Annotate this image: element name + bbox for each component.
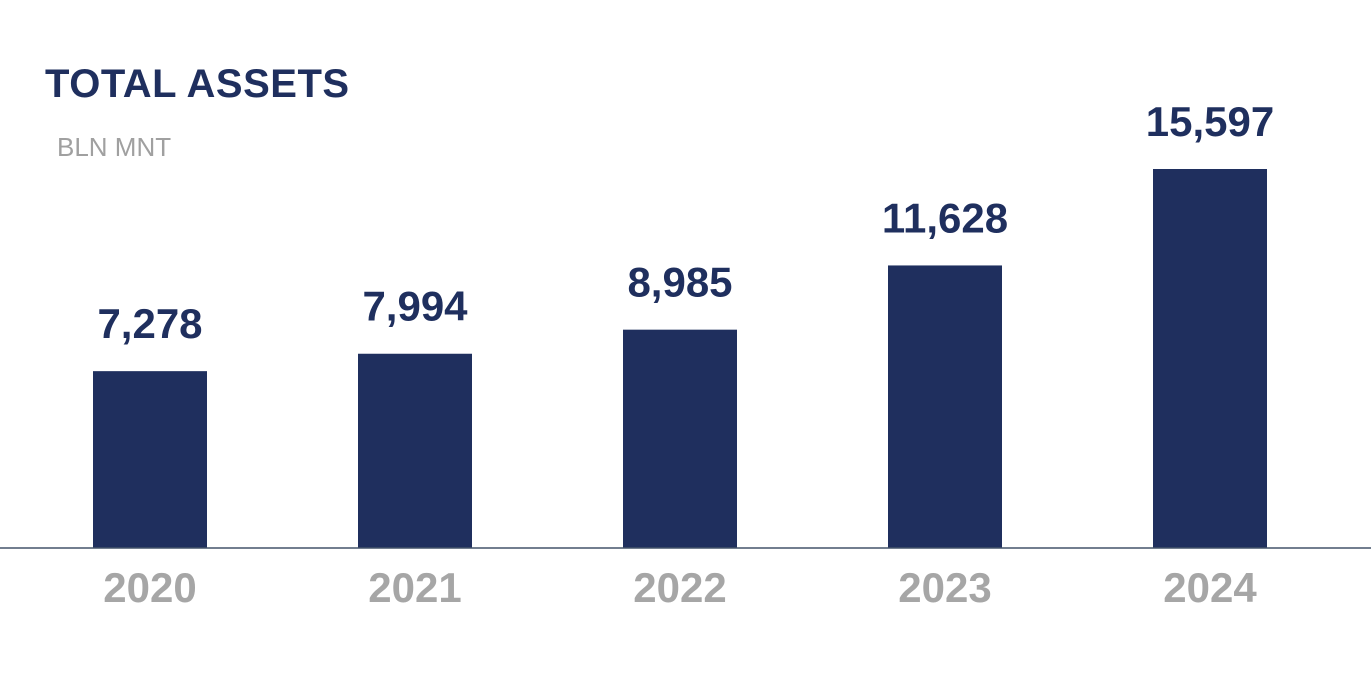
bar-2023 xyxy=(888,265,1002,548)
bar-2024 xyxy=(1153,169,1267,548)
data-label-2024: 15,597 xyxy=(1146,98,1274,145)
x-tick-label-2020: 2020 xyxy=(103,564,196,611)
x-tick-label-2023: 2023 xyxy=(898,564,991,611)
data-label-2020: 7,278 xyxy=(97,300,202,347)
data-label-2023: 11,628 xyxy=(882,194,1008,241)
data-label-2021: 7,994 xyxy=(362,283,468,330)
chart-title: TOTAL ASSETS xyxy=(45,62,350,106)
bar-2020 xyxy=(93,371,207,548)
bar-2021 xyxy=(358,353,472,548)
chart-subtitle: BLN MNT xyxy=(57,132,172,162)
x-tick-label-2022: 2022 xyxy=(633,564,726,611)
bar-2022 xyxy=(623,329,737,548)
x-tick-label-2024: 2024 xyxy=(1163,564,1257,611)
x-tick-label-2021: 2021 xyxy=(368,564,461,611)
data-label-2022: 8,985 xyxy=(627,259,732,306)
